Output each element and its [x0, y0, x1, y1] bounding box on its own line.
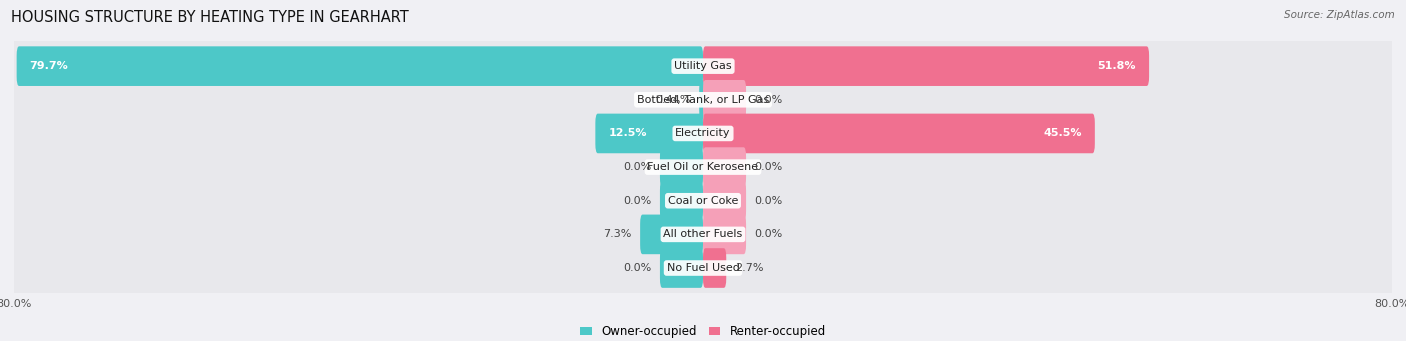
Text: 0.0%: 0.0%	[755, 196, 783, 206]
FancyBboxPatch shape	[659, 181, 703, 221]
FancyBboxPatch shape	[11, 124, 1395, 210]
FancyBboxPatch shape	[703, 147, 747, 187]
FancyBboxPatch shape	[703, 80, 747, 120]
FancyBboxPatch shape	[699, 80, 704, 120]
Text: Bottled, Tank, or LP Gas: Bottled, Tank, or LP Gas	[637, 95, 769, 105]
Text: Electricity: Electricity	[675, 129, 731, 138]
Text: 0.0%: 0.0%	[755, 162, 783, 172]
FancyBboxPatch shape	[703, 248, 727, 288]
Text: 0.0%: 0.0%	[623, 196, 651, 206]
Text: 0.0%: 0.0%	[623, 162, 651, 172]
FancyBboxPatch shape	[11, 191, 1395, 278]
Text: Fuel Oil or Kerosene: Fuel Oil or Kerosene	[647, 162, 759, 172]
FancyBboxPatch shape	[17, 46, 703, 86]
Text: 12.5%: 12.5%	[609, 129, 647, 138]
Text: 79.7%: 79.7%	[30, 61, 69, 71]
Text: No Fuel Used: No Fuel Used	[666, 263, 740, 273]
FancyBboxPatch shape	[11, 225, 1395, 311]
FancyBboxPatch shape	[11, 23, 1395, 109]
Text: 0.0%: 0.0%	[755, 229, 783, 239]
Text: Coal or Coke: Coal or Coke	[668, 196, 738, 206]
Text: All other Fuels: All other Fuels	[664, 229, 742, 239]
Text: 0.44%: 0.44%	[655, 95, 690, 105]
FancyBboxPatch shape	[11, 90, 1395, 177]
Text: 51.8%: 51.8%	[1098, 61, 1136, 71]
FancyBboxPatch shape	[659, 248, 703, 288]
Legend: Owner-occupied, Renter-occupied: Owner-occupied, Renter-occupied	[575, 321, 831, 341]
FancyBboxPatch shape	[703, 181, 747, 221]
FancyBboxPatch shape	[11, 56, 1395, 143]
Text: 0.0%: 0.0%	[755, 95, 783, 105]
Text: 7.3%: 7.3%	[603, 229, 631, 239]
FancyBboxPatch shape	[640, 214, 703, 254]
Text: HOUSING STRUCTURE BY HEATING TYPE IN GEARHART: HOUSING STRUCTURE BY HEATING TYPE IN GEA…	[11, 10, 409, 25]
FancyBboxPatch shape	[11, 157, 1395, 244]
Text: 45.5%: 45.5%	[1043, 129, 1083, 138]
Text: Source: ZipAtlas.com: Source: ZipAtlas.com	[1284, 10, 1395, 20]
FancyBboxPatch shape	[703, 214, 747, 254]
FancyBboxPatch shape	[703, 46, 1149, 86]
Text: Utility Gas: Utility Gas	[675, 61, 731, 71]
FancyBboxPatch shape	[595, 114, 703, 153]
Text: 2.7%: 2.7%	[735, 263, 763, 273]
FancyBboxPatch shape	[659, 147, 703, 187]
Text: 0.0%: 0.0%	[623, 263, 651, 273]
FancyBboxPatch shape	[703, 114, 1095, 153]
